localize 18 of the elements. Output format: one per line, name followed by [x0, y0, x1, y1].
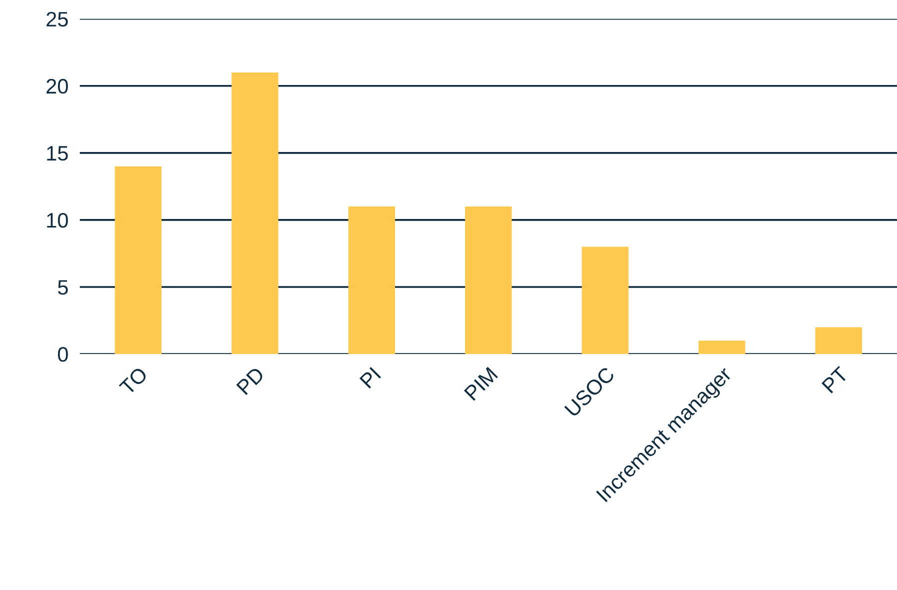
bar — [465, 206, 512, 354]
x-tick-label: PT — [822, 366, 849, 394]
bar — [582, 246, 628, 354]
bar — [232, 72, 278, 354]
y-tick-label: 15 — [47, 146, 68, 161]
bar — [114, 166, 162, 354]
y-tick-label: 25 — [46, 12, 68, 27]
x-tick-label: PIM — [464, 366, 498, 401]
x-tick-label: PI — [360, 367, 381, 388]
y-tick-label: 0 — [58, 347, 68, 362]
x-tick-label: PD — [236, 366, 265, 396]
bar — [348, 206, 396, 354]
x-tick-label: TO — [118, 366, 148, 396]
bar — [698, 340, 746, 354]
y-tick-label: 5 — [58, 280, 68, 295]
y-tick-label: 10 — [47, 212, 68, 228]
bar — [815, 327, 862, 354]
y-tick-label: 20 — [46, 78, 68, 94]
